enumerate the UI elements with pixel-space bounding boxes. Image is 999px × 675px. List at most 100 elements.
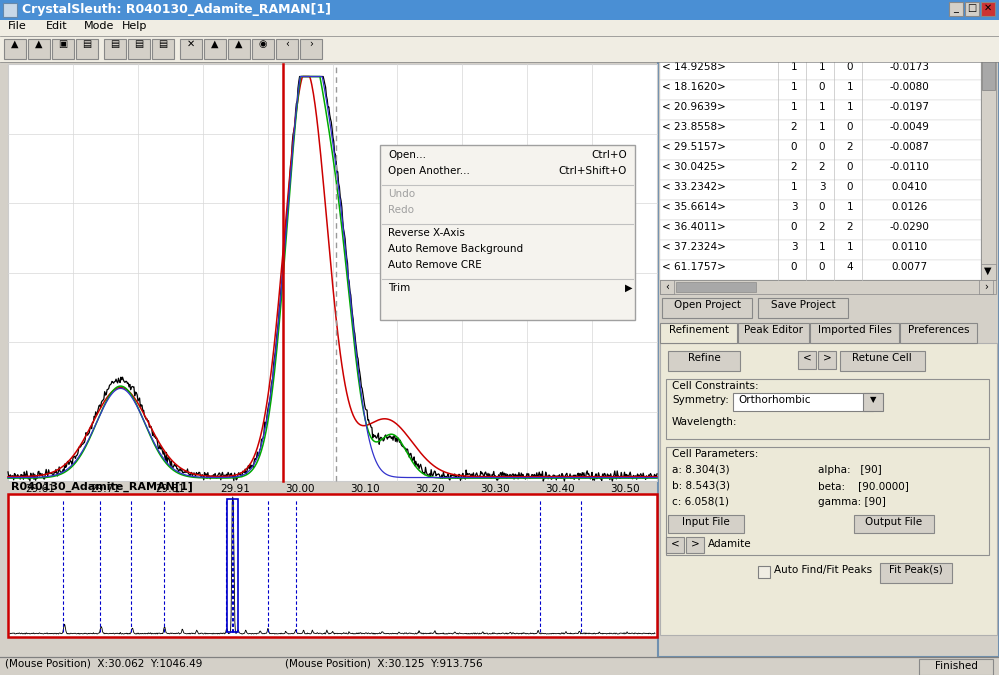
Text: 2: 2	[819, 222, 825, 232]
Text: 0.0077: 0.0077	[891, 262, 927, 272]
Bar	[660, 180, 981, 200]
Text: SpecEdit: SpecEdit	[750, 20, 796, 30]
Bar	[658, 0, 999, 18]
Text: ‹: ‹	[665, 282, 669, 292]
Text: Cell Constraints:: Cell Constraints:	[672, 381, 758, 391]
Bar	[3, 3, 17, 17]
Bar	[818, 351, 836, 369]
Text: R040130_Adamite_RAMAN[1]: R040130_Adamite_RAMAN[1]	[11, 482, 193, 492]
Text: 1: 1	[847, 202, 853, 212]
Text: -0.0087: -0.0087	[889, 142, 929, 152]
Bar	[152, 39, 174, 59]
Bar	[660, 240, 981, 260]
Text: 2: 2	[819, 162, 825, 172]
Text: -0.0110: -0.0110	[889, 162, 929, 172]
Bar	[666, 379, 989, 439]
Bar	[840, 351, 925, 371]
Bar	[666, 537, 684, 553]
Text: ▣: ▣	[58, 39, 68, 49]
Text: 29.71: 29.71	[91, 484, 120, 494]
Text: 2: 2	[790, 162, 797, 172]
Text: Fit Peak(s): Fit Peak(s)	[889, 565, 943, 575]
Text: Finished: Finished	[934, 661, 977, 671]
Bar	[863, 393, 883, 411]
Bar	[660, 280, 996, 294]
Text: 0: 0	[819, 82, 825, 92]
Text: 1: 1	[847, 82, 853, 92]
Bar	[979, 280, 993, 294]
Text: X-Ray: X-Ray	[897, 20, 927, 30]
Text: 1: 1	[819, 122, 825, 132]
Text: gamma: [90]: gamma: [90]	[818, 497, 886, 507]
Text: 0: 0	[847, 162, 853, 172]
Bar	[738, 323, 809, 343]
Text: beta:    [90.0000]: beta: [90.0000]	[818, 481, 909, 491]
Bar	[660, 343, 997, 635]
Bar	[981, 264, 996, 280]
Text: File: File	[8, 21, 27, 31]
Text: Auto Find/Fit Peaks: Auto Find/Fit Peaks	[774, 565, 872, 575]
Bar	[981, 40, 996, 56]
Text: ‹: ‹	[285, 39, 289, 49]
Bar	[660, 80, 981, 100]
Text: Peak Editor: Peak Editor	[744, 325, 803, 335]
Text: Auto Remove Background: Auto Remove Background	[388, 244, 523, 254]
Bar	[0, 36, 999, 62]
Text: 0: 0	[847, 62, 853, 72]
Bar	[204, 39, 226, 59]
Bar	[982, 60, 995, 90]
Text: ▲: ▲	[984, 42, 992, 52]
Text: 29.61: 29.61	[26, 484, 55, 494]
Bar	[227, 499, 239, 632]
Bar	[660, 260, 981, 280]
Bar	[8, 494, 657, 637]
Bar	[662, 298, 752, 318]
Text: 2Theta Error:: 2Theta Error:	[864, 42, 933, 52]
Text: Retune Cell: Retune Cell	[852, 353, 912, 363]
Text: Refine: Refine	[687, 353, 720, 363]
Bar	[965, 2, 979, 16]
Text: 1: 1	[819, 62, 825, 72]
Bar	[886, 18, 937, 40]
Text: < 61.1757>: < 61.1757>	[662, 262, 726, 272]
Bar	[252, 39, 274, 59]
Text: ◉: ◉	[259, 39, 268, 49]
Bar	[982, 1, 997, 16]
Bar	[0, 20, 999, 36]
Bar	[981, 2, 995, 16]
Bar	[128, 39, 150, 59]
Bar	[660, 160, 981, 180]
Bar	[660, 60, 981, 80]
Text: < 14.9258>: < 14.9258>	[662, 62, 726, 72]
Bar	[380, 145, 635, 320]
Text: ›: ›	[984, 282, 988, 292]
Text: < 33.2342>: < 33.2342>	[662, 182, 726, 192]
Bar	[660, 280, 674, 294]
Text: ▲: ▲	[211, 39, 219, 49]
Text: 30.50: 30.50	[609, 484, 639, 494]
Text: ▤: ▤	[82, 39, 92, 49]
Bar	[0, 0, 999, 20]
Bar	[660, 220, 981, 240]
Text: ▤: ▤	[135, 39, 144, 49]
Text: ▼: ▼	[984, 266, 992, 276]
Text: a: 8.304(3): a: 8.304(3)	[672, 465, 729, 475]
Text: 1: 1	[819, 102, 825, 112]
Text: -0.0290: -0.0290	[889, 222, 929, 232]
Text: -0.0080: -0.0080	[889, 82, 929, 92]
Text: ▲: ▲	[35, 39, 43, 49]
Text: -0.0049: -0.0049	[889, 122, 929, 132]
Bar	[28, 39, 50, 59]
Text: Adamite: Adamite	[708, 539, 751, 549]
Text: 1: 1	[790, 82, 797, 92]
Bar	[919, 659, 993, 675]
Text: 1: 1	[790, 102, 797, 112]
Bar	[0, 657, 999, 675]
Bar	[798, 351, 816, 369]
Bar	[660, 200, 981, 220]
Bar	[0, 657, 999, 675]
Text: ✕: ✕	[984, 3, 992, 13]
Text: h:: h:	[780, 42, 790, 52]
Bar	[668, 351, 740, 371]
Text: Input File: Input File	[682, 517, 730, 527]
